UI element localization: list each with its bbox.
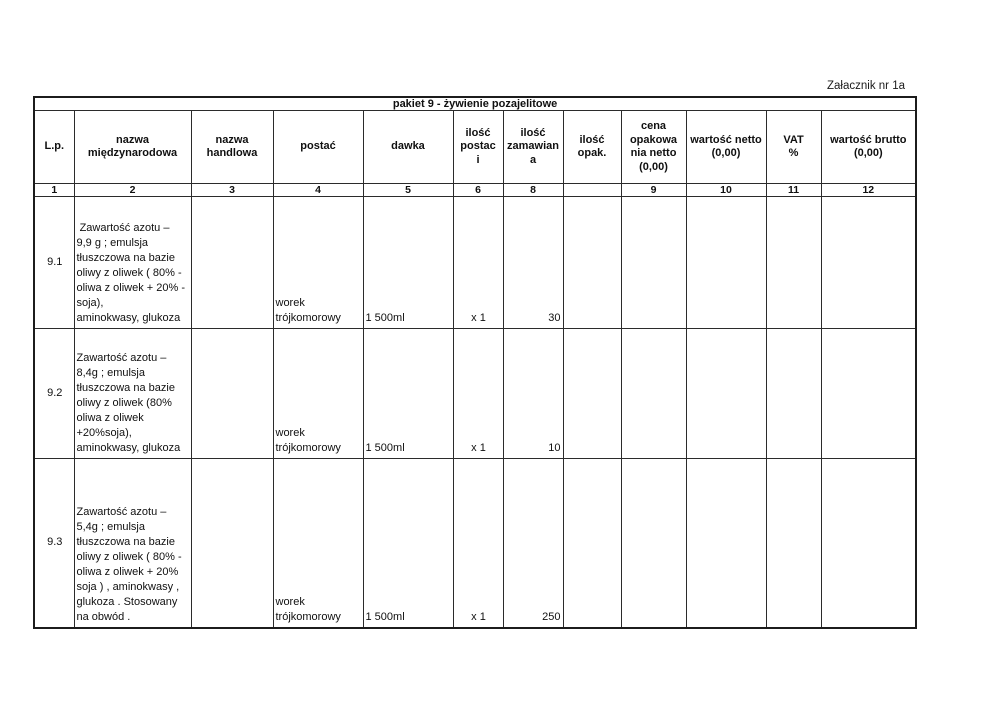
cell-ilosc-opak — [562, 328, 622, 459]
col-number-1: 1 — [33, 183, 75, 197]
table-title: pakiet 9 - żywienie pozajelitowe — [33, 96, 917, 111]
cell-wartosc-brutto — [820, 328, 917, 459]
col-number-10: 10 — [685, 183, 767, 197]
col-header-ilosc-opak: ilość opak. — [562, 110, 622, 184]
cell-dawka: 1 500ml — [362, 328, 454, 459]
cell-nazwa-handlowa — [190, 328, 274, 459]
cell-wartosc-netto — [685, 328, 767, 459]
col-header-ilosc-zamawiana: ilość zamawian a — [502, 110, 564, 184]
cell-vat — [765, 196, 822, 329]
cell-ilosc-postaci: x 1 — [452, 328, 504, 459]
col-number-blank — [562, 183, 622, 197]
cell-nazwa-miedzynarodowa: Zawartość azotu – 8,4g ; emulsja tłuszcz… — [73, 328, 192, 459]
column-number-row: 1 2 3 4 5 6 8 9 10 11 12 — [33, 183, 917, 197]
cell-cena-opakowania — [620, 196, 687, 329]
col-number-11: 11 — [765, 183, 822, 197]
cell-cena-opakowania — [620, 328, 687, 459]
col-number-3: 3 — [190, 183, 274, 197]
cell-nazwa-miedzynarodowa: Zawartość azotu – 9,9 g ; emulsja tłuszc… — [73, 196, 192, 329]
cell-postac: worek trójkomorowy — [272, 328, 364, 459]
cell-vat — [765, 458, 822, 628]
table-title-row: pakiet 9 - żywienie pozajelitowe — [33, 96, 917, 111]
cell-postac: worek trójkomorowy — [272, 458, 364, 628]
cell-ilosc-opak — [562, 196, 622, 329]
cell-vat — [765, 328, 822, 459]
col-header-wartosc-brutto: wartość brutto (0,00) — [820, 110, 917, 184]
cell-wartosc-brutto — [820, 196, 917, 329]
cell-nazwa-miedzynarodowa: Zawartość azotu – 5,4g ; emulsja tłuszcz… — [73, 458, 192, 628]
col-number-6: 6 — [452, 183, 504, 197]
table-row: 9.2 Zawartość azotu – 8,4g ; emulsja tłu… — [33, 328, 917, 459]
col-header-ilosc-postaci: ilość postac i — [452, 110, 504, 184]
col-header-dawka: dawka — [362, 110, 454, 184]
table-header-row: L.p. nazwa międzynarodowa nazwa handlowa… — [33, 110, 917, 184]
col-number-12: 12 — [820, 183, 917, 197]
attachment-label: Załacznik nr 1a — [827, 80, 905, 92]
col-header-vat: VAT % — [765, 110, 822, 184]
cell-wartosc-brutto — [820, 458, 917, 628]
package-table: pakiet 9 - żywienie pozajelitowe L.p. na… — [33, 96, 918, 629]
cell-lp: 9.1 — [33, 196, 75, 329]
col-number-9: 9 — [620, 183, 687, 197]
col-number-8: 8 — [502, 183, 564, 197]
cell-postac: worek trójkomorowy — [272, 196, 364, 329]
cell-ilosc-postaci: x 1 — [452, 196, 504, 329]
col-header-cena-opakowania-netto: cena opakowa nia netto (0,00) — [620, 110, 687, 184]
cell-dawka: 1 500ml — [362, 458, 454, 628]
cell-ilosc-zamawiana: 250 — [502, 458, 564, 628]
col-header-wartosc-netto: wartość netto (0,00) — [685, 110, 767, 184]
cell-ilosc-opak — [562, 458, 622, 628]
table-row: 9.3 Zawartość azotu – 5,4g ; emulsja tłu… — [33, 458, 917, 628]
cell-ilosc-zamawiana: 10 — [502, 328, 564, 459]
cell-lp: 9.3 — [33, 458, 75, 628]
cell-nazwa-handlowa — [190, 458, 274, 628]
cell-lp: 9.2 — [33, 328, 75, 459]
col-header-nazwa-miedzynarodowa: nazwa międzynarodowa — [73, 110, 192, 184]
cell-ilosc-postaci: x 1 — [452, 458, 504, 628]
cell-wartosc-netto — [685, 196, 767, 329]
col-header-nazwa-handlowa: nazwa handlowa — [190, 110, 274, 184]
col-number-5: 5 — [362, 183, 454, 197]
cell-cena-opakowania — [620, 458, 687, 628]
col-header-postac: postać — [272, 110, 364, 184]
cell-ilosc-zamawiana: 30 — [502, 196, 564, 329]
cell-wartosc-netto — [685, 458, 767, 628]
col-number-4: 4 — [272, 183, 364, 197]
table-row: 9.1 Zawartość azotu – 9,9 g ; emulsja tł… — [33, 196, 917, 329]
col-header-lp: L.p. — [33, 110, 75, 184]
cell-dawka: 1 500ml — [362, 196, 454, 329]
col-number-2: 2 — [73, 183, 192, 197]
cell-nazwa-handlowa — [190, 196, 274, 329]
